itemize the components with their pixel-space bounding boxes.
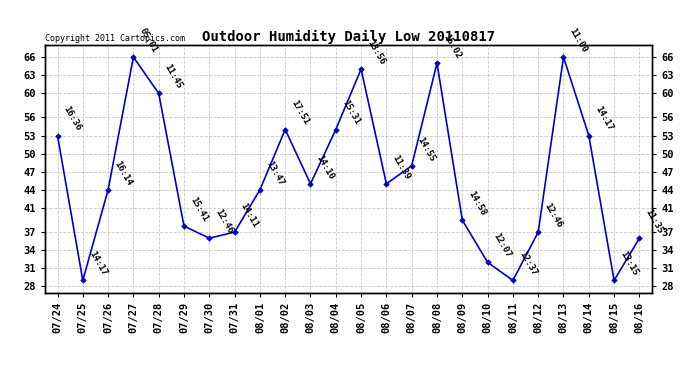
Text: 14:10: 14:10: [315, 153, 336, 181]
Text: 14:55: 14:55: [416, 135, 437, 163]
Text: 17:51: 17:51: [289, 99, 311, 127]
Text: 14:17: 14:17: [593, 105, 614, 133]
Text: 11:00: 11:00: [568, 27, 589, 54]
Text: 16:36: 16:36: [61, 105, 83, 133]
Text: 13:15: 13:15: [618, 250, 640, 278]
Text: 12:37: 12:37: [517, 250, 538, 278]
Text: 11:35: 11:35: [644, 208, 664, 236]
Text: 11:39: 11:39: [391, 153, 412, 181]
Text: 11:45: 11:45: [163, 63, 184, 90]
Text: 16:14: 16:14: [112, 159, 133, 187]
Text: 15:31: 15:31: [340, 99, 361, 127]
Text: 05:01: 05:01: [137, 27, 159, 54]
Text: 12:07: 12:07: [492, 232, 513, 260]
Text: Copyright 2011 Cartopics.com: Copyright 2011 Cartopics.com: [45, 33, 185, 42]
Text: 14:17: 14:17: [87, 250, 108, 278]
Text: 15:02: 15:02: [441, 33, 462, 60]
Text: 15:41: 15:41: [188, 195, 209, 223]
Title: Outdoor Humidity Daily Low 20110817: Outdoor Humidity Daily Low 20110817: [202, 30, 495, 44]
Text: 14:58: 14:58: [466, 189, 488, 217]
Text: 12:46: 12:46: [542, 202, 564, 229]
Text: 12:46: 12:46: [213, 208, 235, 236]
Text: 14:11: 14:11: [239, 202, 260, 229]
Text: 13:56: 13:56: [365, 39, 386, 66]
Text: 13:47: 13:47: [264, 159, 285, 187]
